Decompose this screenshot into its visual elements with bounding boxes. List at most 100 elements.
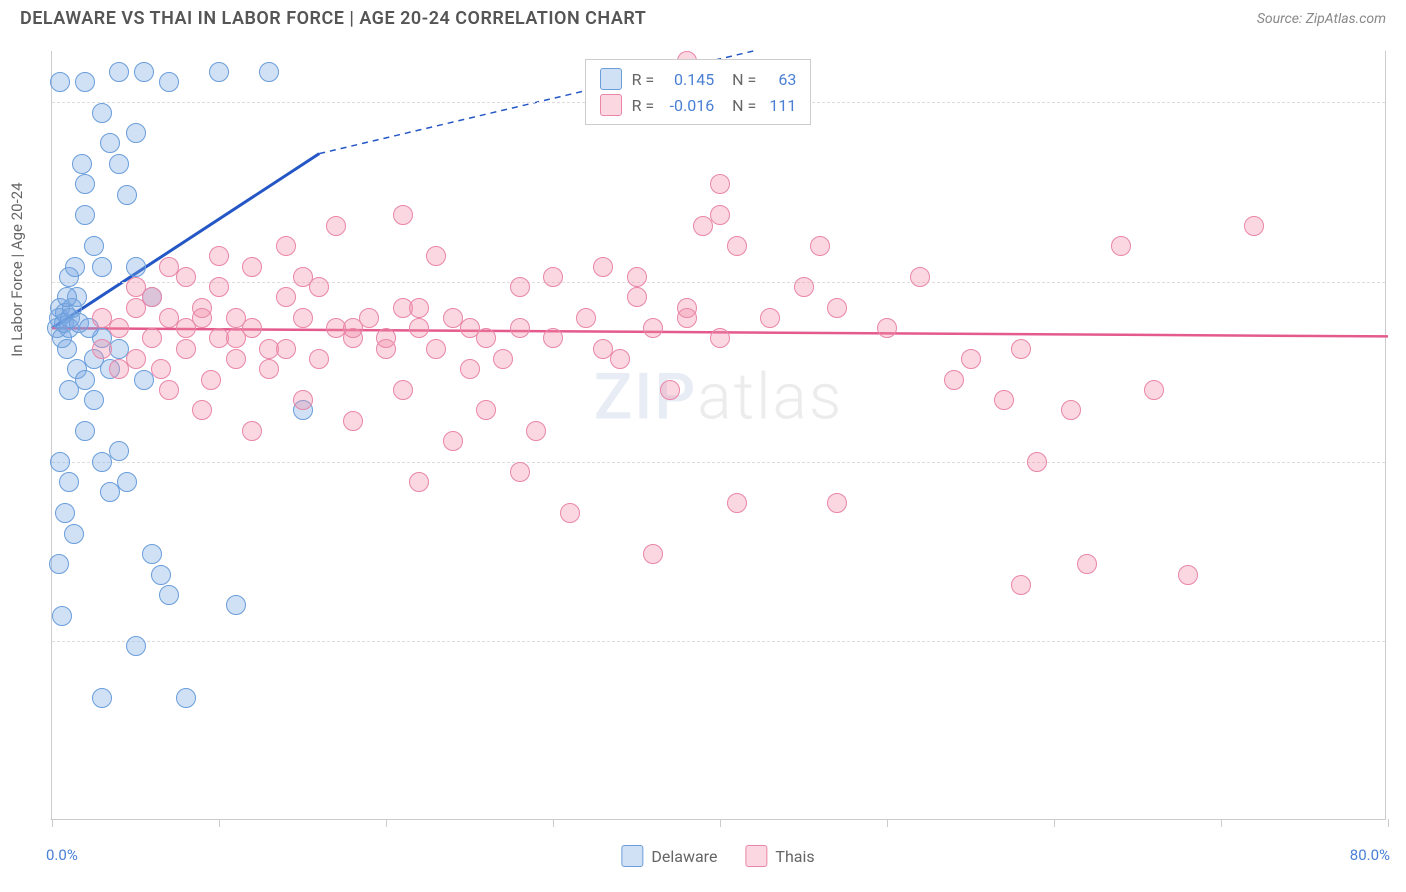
- data-point: [72, 154, 92, 174]
- data-point: [209, 246, 229, 266]
- data-point: [643, 318, 663, 338]
- data-point: [309, 349, 329, 369]
- data-point: [142, 328, 162, 348]
- source-attribution: Source: ZipAtlas.com: [1257, 11, 1386, 27]
- data-point: [92, 339, 112, 359]
- data-point: [117, 472, 137, 492]
- swatch: [600, 94, 622, 116]
- data-point: [50, 452, 70, 472]
- data-point: [476, 400, 496, 420]
- legend-item-delaware: Delaware: [621, 845, 717, 867]
- data-point: [109, 441, 129, 461]
- data-point: [576, 308, 596, 328]
- data-point: [134, 62, 154, 82]
- data-point: [1144, 380, 1164, 400]
- y-axis-label: In Labor Force | Age 20-24: [8, 182, 26, 356]
- y-tick-label: 47.5%: [1395, 632, 1406, 650]
- data-point: [510, 277, 530, 297]
- data-point: [226, 349, 246, 369]
- data-point: [460, 318, 480, 338]
- data-point: [560, 503, 580, 523]
- y-tick-label: 65.0%: [1395, 453, 1406, 471]
- swatch: [600, 68, 622, 90]
- data-point: [65, 257, 85, 277]
- data-point: [142, 544, 162, 564]
- data-point: [64, 524, 84, 544]
- data-point: [176, 267, 196, 287]
- data-point: [1077, 554, 1097, 574]
- data-point: [727, 236, 747, 256]
- data-point: [109, 318, 129, 338]
- data-point: [794, 277, 814, 297]
- data-point: [259, 62, 279, 82]
- data-point: [151, 565, 171, 585]
- data-point: [192, 308, 212, 328]
- data-point: [259, 359, 279, 379]
- data-point: [376, 339, 396, 359]
- x-tick: [553, 819, 554, 827]
- data-point: [409, 318, 429, 338]
- data-point: [75, 174, 95, 194]
- data-point: [510, 318, 530, 338]
- data-point: [961, 349, 981, 369]
- data-point: [710, 328, 730, 348]
- data-point: [92, 257, 112, 277]
- data-point: [209, 62, 229, 82]
- x-axis-start-label: 0.0%: [46, 846, 78, 864]
- legend-label: Delaware: [651, 847, 717, 866]
- data-point: [593, 339, 613, 359]
- data-point: [944, 370, 964, 390]
- legend-label: Thais: [775, 847, 814, 866]
- data-point: [393, 205, 413, 225]
- data-point: [1011, 575, 1031, 595]
- legend-item-thais: Thais: [745, 845, 814, 867]
- data-point: [75, 421, 95, 441]
- data-point: [343, 411, 363, 431]
- data-point: [192, 400, 212, 420]
- data-point: [994, 390, 1014, 410]
- data-point: [100, 133, 120, 153]
- data-point: [92, 688, 112, 708]
- data-point: [543, 328, 563, 348]
- r-value: -0.016: [664, 96, 714, 115]
- data-point: [610, 349, 630, 369]
- data-point: [443, 431, 463, 451]
- y-tick-label: 82.5%: [1395, 273, 1406, 291]
- data-point: [52, 606, 72, 626]
- legend-stat-row: R =-0.016 N =111: [600, 92, 797, 118]
- correlation-stats-legend: R =0.145 N =63R =-0.016 N =111: [585, 59, 812, 125]
- data-point: [226, 328, 246, 348]
- data-point: [827, 493, 847, 513]
- data-point: [209, 277, 229, 297]
- data-point: [760, 308, 780, 328]
- n-label: N =: [724, 70, 756, 89]
- data-point: [142, 287, 162, 307]
- gridline: [52, 462, 1385, 463]
- data-point: [1111, 236, 1131, 256]
- r-label: R =: [632, 70, 655, 89]
- data-point: [50, 72, 70, 92]
- data-point: [727, 493, 747, 513]
- data-point: [92, 103, 112, 123]
- data-point: [159, 380, 179, 400]
- plot-area: In Labor Force | Age 20-24 ZIPatlas 47.5…: [51, 51, 1385, 819]
- data-point: [510, 462, 530, 482]
- data-point: [493, 349, 513, 369]
- x-tick: [720, 819, 721, 827]
- data-point: [109, 62, 129, 82]
- data-point: [710, 174, 730, 194]
- data-point: [226, 595, 246, 615]
- data-point: [1061, 400, 1081, 420]
- data-point: [593, 257, 613, 277]
- x-tick: [1054, 819, 1055, 827]
- x-tick: [1221, 819, 1222, 827]
- data-point: [126, 257, 146, 277]
- data-point: [827, 298, 847, 318]
- swatch-thais: [745, 845, 767, 867]
- data-point: [810, 236, 830, 256]
- correlation-chart: In Labor Force | Age 20-24 ZIPatlas 47.5…: [50, 50, 1386, 820]
- x-axis-end-label: 80.0%: [1350, 846, 1390, 864]
- x-tick: [887, 819, 888, 827]
- gridline: [52, 282, 1385, 283]
- data-point: [242, 421, 262, 441]
